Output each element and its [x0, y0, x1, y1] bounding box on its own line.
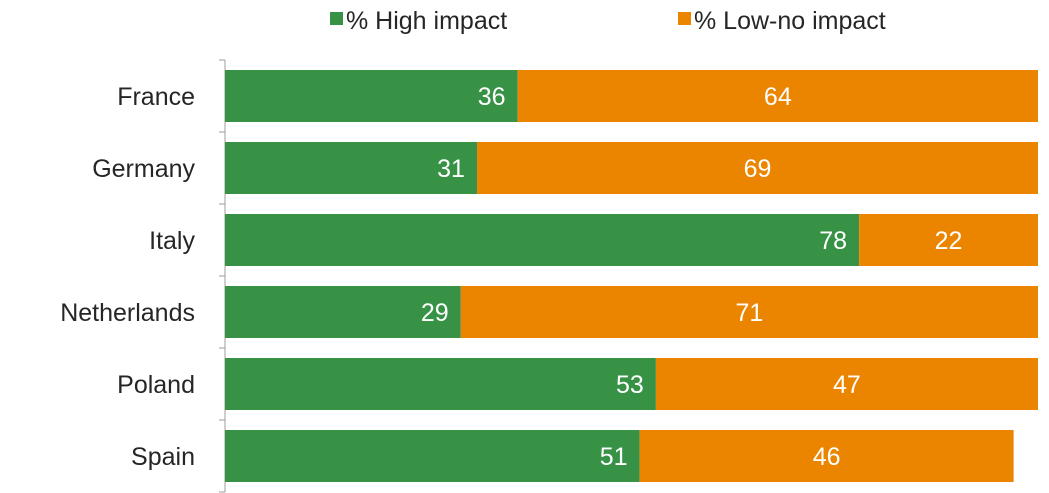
- bar-high-impact: [225, 286, 461, 338]
- legend-label-high-impact: % High impact: [346, 7, 507, 35]
- bar-low-impact: [859, 214, 1038, 266]
- bars: 36 64 31 69 78 22 29 71 53 47 51 46: [225, 70, 1038, 482]
- bar-high-impact: [225, 358, 656, 410]
- y-axis: [219, 59, 226, 493]
- bar-low-impact: [655, 358, 1038, 410]
- bar-high-impact: [225, 70, 518, 122]
- bar-high-impact: [225, 430, 640, 482]
- legend-label-low-impact: % Low-no impact: [694, 7, 886, 35]
- category-label: Italy: [149, 227, 195, 255]
- category-label: Netherlands: [60, 299, 195, 327]
- legend-swatch-high-impact: [330, 12, 343, 25]
- bar-low-impact: [517, 70, 1038, 122]
- legend: % High impact % Low-no impact: [330, 7, 886, 35]
- data-label: 71: [735, 299, 763, 327]
- bar-low-impact: [460, 286, 1038, 338]
- data-label: 64: [764, 83, 792, 111]
- data-label: 53: [616, 371, 644, 399]
- data-label: 78: [819, 227, 847, 255]
- data-label: 69: [744, 155, 772, 183]
- data-label: 46: [813, 443, 841, 471]
- data-label: 51: [600, 443, 628, 471]
- category-labels: France Germany Italy Netherlands Poland Spain: [60, 83, 195, 471]
- category-label: Spain: [131, 443, 195, 471]
- category-label: Germany: [92, 155, 195, 183]
- bar-low-impact: [639, 430, 1014, 482]
- legend-swatch-low-impact: [678, 12, 691, 25]
- bar-high-impact: [225, 214, 860, 266]
- data-label: 36: [478, 83, 506, 111]
- bar-high-impact: [225, 142, 478, 194]
- bar-low-impact: [477, 142, 1038, 194]
- data-label: 47: [833, 371, 861, 399]
- data-label: 29: [421, 299, 449, 327]
- category-label: Poland: [117, 371, 195, 399]
- category-label: France: [117, 83, 195, 111]
- data-label: 31: [437, 155, 465, 183]
- data-label: 22: [935, 227, 963, 255]
